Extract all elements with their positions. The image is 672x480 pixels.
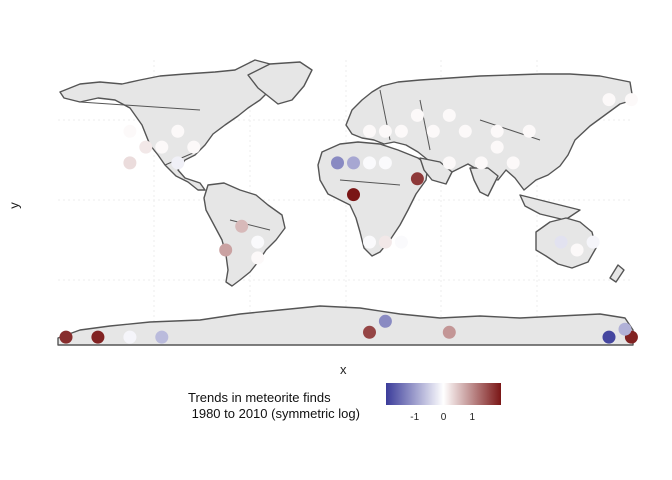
meteorite-point [570, 243, 584, 257]
meteorite-point [155, 140, 169, 154]
meteorite-point [363, 156, 376, 170]
legend-title-line1: Trends in meteorite finds [188, 390, 331, 405]
meteorite-point [602, 330, 616, 344]
meteorite-point [442, 108, 456, 122]
meteorite-point [363, 325, 376, 339]
meteorite-point [586, 235, 600, 249]
meteorite-point [490, 124, 504, 138]
legend-tick-mark [443, 405, 445, 409]
antarctica [57, 305, 634, 346]
meteorite-point [363, 235, 376, 249]
meteorite-points [59, 93, 638, 344]
legend-tick-label: 0 [440, 412, 447, 423]
meteorite-point [171, 124, 185, 138]
meteorite-point [251, 251, 265, 265]
europe-asia [345, 73, 634, 191]
new-zealand [609, 264, 625, 283]
meteorite-point [378, 235, 392, 249]
meteorite-point [123, 124, 137, 138]
meteorite-point [363, 124, 376, 138]
meteorite-point [618, 322, 632, 336]
legend-tick-mark [472, 405, 474, 409]
legend-title-line2: 1980 to 2010 (symmetric log) [188, 406, 360, 421]
meteorite-point [123, 330, 137, 344]
meteorite-point [347, 156, 360, 170]
meteorite-point [506, 156, 520, 170]
meteorite-point [378, 314, 392, 328]
meteorite-point [458, 124, 472, 138]
legend-tick-label: -1 [410, 412, 420, 423]
legend-tick-mark [414, 405, 416, 409]
meteorite-point [394, 124, 408, 138]
meteorite-point [139, 140, 153, 154]
meteorite-point [219, 243, 233, 257]
meteorite-point [171, 156, 185, 170]
legend-tick-label: 1 [469, 412, 476, 423]
meteorite-point [59, 330, 73, 344]
north-america [59, 59, 283, 191]
meteorite-point [91, 330, 105, 344]
meteorite-point [410, 108, 424, 122]
meteorite-point [602, 93, 616, 107]
meteorite-point [410, 172, 424, 186]
meteorite-point [347, 188, 360, 202]
meteorite-point [331, 156, 344, 170]
meteorite-point [187, 140, 201, 154]
southeast-asia [519, 194, 581, 221]
meteorite-point [378, 156, 392, 170]
meteorite-point [394, 235, 408, 249]
south-america [203, 182, 286, 287]
greenland [247, 61, 313, 105]
meteorite-point [522, 124, 536, 138]
legend-colorbar [386, 383, 501, 405]
meteorite-point [123, 156, 137, 170]
meteorite-point [554, 235, 568, 249]
legend-title: Trends in meteorite finds 1980 to 2010 (… [188, 390, 360, 422]
meteorite-point [426, 124, 440, 138]
meteorite-point [474, 156, 488, 170]
meteorite-point [490, 140, 504, 154]
india [469, 167, 499, 197]
arabia [419, 157, 453, 185]
meteorite-point [442, 156, 456, 170]
y-axis-label: y [6, 202, 22, 209]
meteorite-point [442, 325, 456, 339]
land-masses [57, 59, 634, 346]
meteorite-point [378, 124, 392, 138]
meteorite-point [624, 93, 638, 107]
meteorite-point [251, 235, 265, 249]
meteorite-point [155, 330, 169, 344]
meteorite-point [235, 219, 249, 233]
x-axis-label: x [340, 362, 347, 377]
